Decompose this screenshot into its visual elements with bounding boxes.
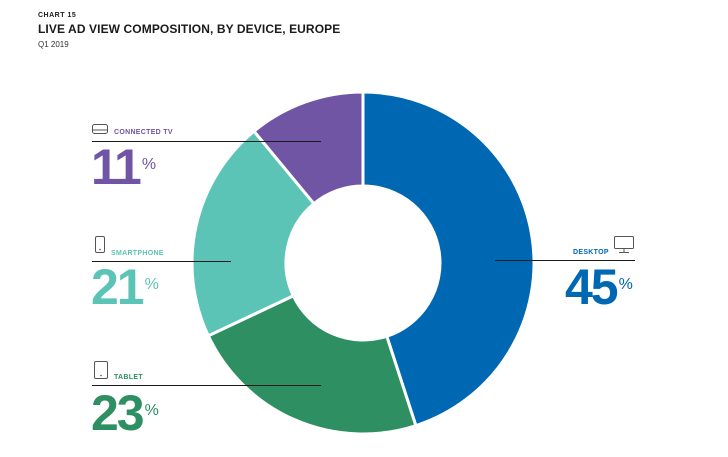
value-desktop: 45% <box>565 259 633 315</box>
connected-tv-icon <box>92 124 108 134</box>
leader-line-connected-tv <box>92 141 321 142</box>
slice-tablet <box>206 293 418 436</box>
chart-header: CHART 15 LIVE AD VIEW COMPOSITION, BY DE… <box>38 12 340 49</box>
slice-smartphone <box>190 129 317 338</box>
chart-number: CHART 15 <box>38 12 77 19</box>
label-desktop: DESKTOP <box>573 249 609 256</box>
label-tablet: TABLET <box>114 374 143 381</box>
value-tablet: 23% <box>91 385 159 441</box>
leader-line-smartphone <box>92 261 231 262</box>
desktop-monitor-icon <box>614 236 634 253</box>
chart-subtitle: Q1 2019 <box>38 40 69 49</box>
leader-line-tablet <box>92 385 321 386</box>
slice-connected-tv <box>251 90 365 206</box>
slice-desktop <box>361 90 536 428</box>
value-connected-tv: 11% <box>91 139 157 195</box>
chart-title: LIVE AD VIEW COMPOSITION, BY DEVICE, EUR… <box>38 22 341 36</box>
label-smartphone: SMARTPHONE <box>111 250 164 257</box>
leader-line-desktop <box>495 260 635 261</box>
label-connected-tv: CONNECTED TV <box>114 129 173 136</box>
smartphone-icon <box>95 236 105 253</box>
tablet-icon <box>94 361 108 379</box>
value-smartphone: 21% <box>91 259 159 315</box>
